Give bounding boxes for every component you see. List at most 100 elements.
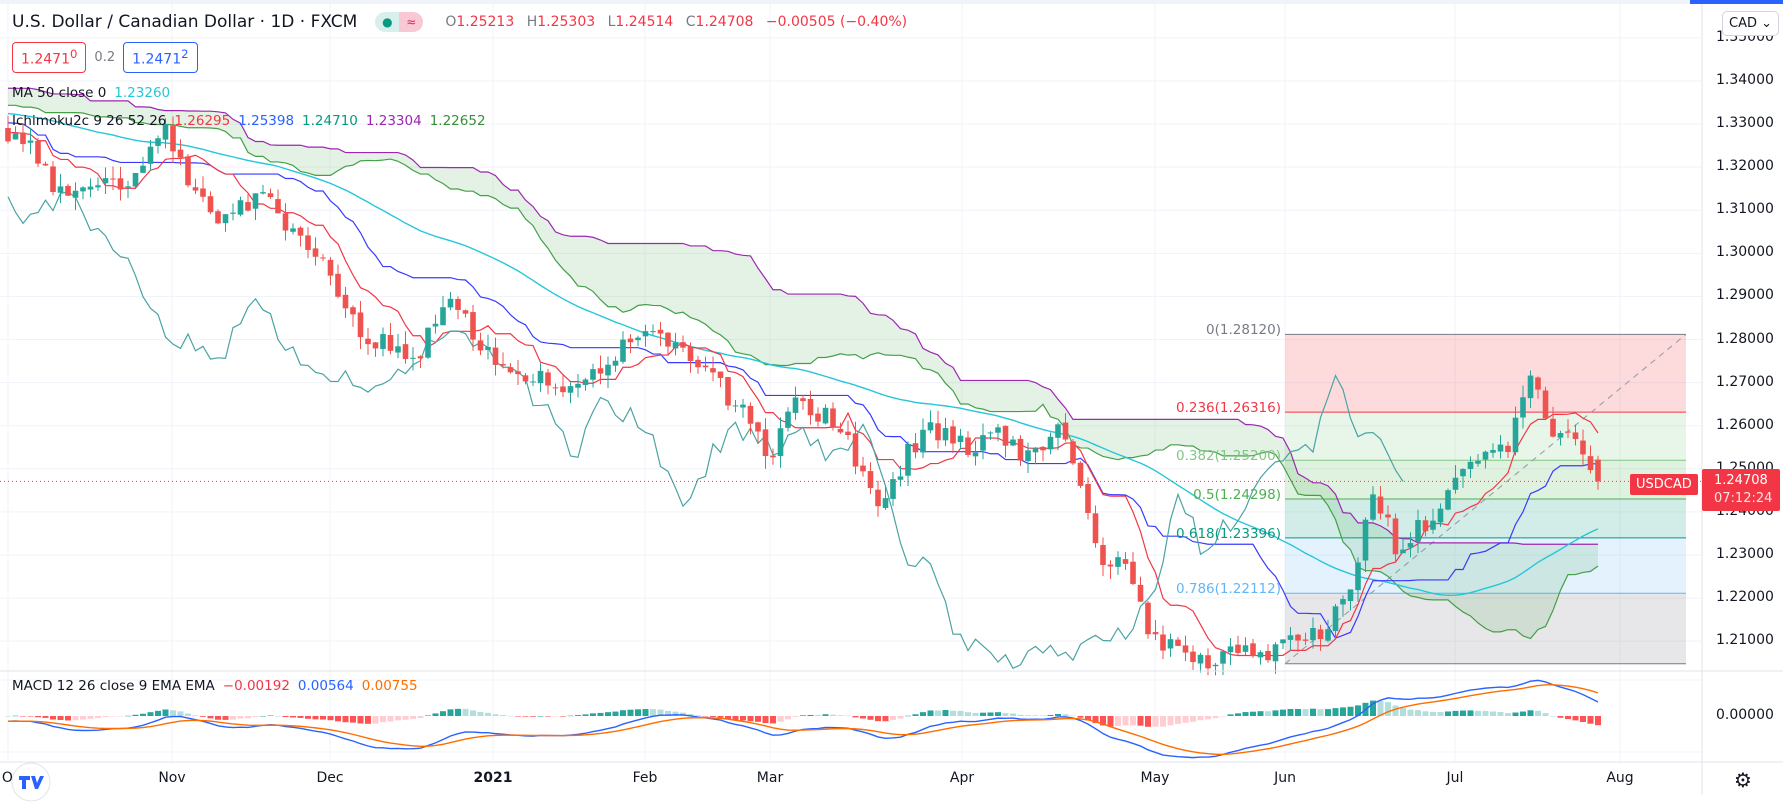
macd-histogram-bar [950,710,956,716]
candle-body [50,166,56,193]
macd-histogram-bar [560,716,566,717]
macd-histogram-bar [72,716,79,721]
candles [0,115,1702,676]
macd-histogram-bar [815,714,821,716]
macd-histogram-bar [410,716,416,719]
macd-histogram-bar [1317,709,1324,716]
candle-body [567,386,574,393]
candle-body [1137,584,1144,602]
sell-button[interactable]: 1.24710 [12,42,87,73]
settings-gear-icon[interactable]: ⚙ [1734,768,1752,792]
tradingview-logo[interactable] [11,762,51,802]
buy-button[interactable]: 1.24712 [123,42,198,73]
ichimoku-legend[interactable]: Ichimoku2c 9 26 52 26 1.26295 1.25398 1.… [12,113,486,129]
candle-body [125,186,131,188]
macd-histogram-bar [260,715,266,717]
time-tick: Nov [158,770,186,786]
price-tick: 1.29000 [1716,287,1774,304]
candle-body [290,228,296,232]
senkou-span-b [7,87,1598,545]
macd-histogram-bar [1325,709,1331,716]
candle-body [1160,634,1166,651]
macd-histogram-bar [777,716,784,722]
candle-body [1197,654,1204,664]
macd-legend[interactable]: MACD 12 26 close 9 EMA EMA −0.00192 0.00… [12,678,418,694]
macd-histogram-bar [1302,709,1309,716]
candle-body [597,368,604,374]
candle-body [1595,459,1601,482]
senkou-b-value: 1.22652 [429,113,486,129]
candle-body [987,432,994,434]
candle-body [1460,469,1466,477]
candle-body [1505,445,1511,453]
macd-histogram-bar [252,716,259,717]
chikou-span [7,191,1404,670]
candle-body [402,344,409,360]
macd-histogram-bar [222,716,229,720]
candle-body [710,368,716,373]
macd-histogram-bar [20,716,26,717]
candle-body [575,383,581,388]
candle-body [1317,629,1324,640]
macd-histogram-bar [785,716,791,720]
macd-histogram-bar [665,710,671,716]
macd-histogram-bar [1205,716,1211,720]
close-value: 1.24708 [695,14,754,30]
macd-histogram-bar [1572,716,1579,721]
macd-histogram-bar [1100,716,1106,726]
status-pill[interactable]: ● ≈ [375,12,424,32]
macd-line-value: 0.00564 [297,678,354,694]
macd-histogram-bar [1055,713,1061,716]
ma-legend[interactable]: MA 50 close 0 1.23260 [12,85,170,101]
senkou-a-value: 1.23304 [365,113,422,129]
macd-histogram-bar [102,716,109,717]
candle-body [462,310,469,314]
macd-histogram-bar [567,715,574,717]
macd-histogram-bar [935,710,941,716]
dot-icon: ● [375,12,400,32]
price-tick: 1.32000 [1716,158,1774,175]
low-label: L [607,14,616,30]
candle-body [297,227,304,236]
macd-histogram-bar [740,716,746,721]
candle-body [1085,484,1091,513]
candle-body [1550,418,1556,437]
price-tick: 1.33000 [1716,115,1774,132]
macd-histogram-bar [905,715,911,717]
macd-histogram-bar [725,716,731,720]
fib-level-label: 0.5(1.24298) [1193,487,1281,504]
candle-body [1070,441,1076,464]
macd-histogram-bar [1430,711,1436,716]
candle-body [1310,627,1316,641]
macd-histogram-bar [1482,710,1489,716]
macd-histogram-bar [1535,710,1541,716]
time-tick: 2021 [473,770,513,786]
macd-histogram-bar [657,709,664,716]
macd-histogram-bar [717,716,724,718]
macd-histogram-bar [230,716,236,720]
macd-histogram-bar [5,715,11,717]
macd-histogram-bar [350,716,356,723]
macd-histogram-bar [1167,716,1174,726]
candle-body [140,165,146,173]
candle-body [672,342,679,349]
macd-histogram-bar [95,716,101,719]
candle-body [5,128,11,142]
price-tick: 1.30000 [1716,244,1774,261]
macd-histogram-bar [380,716,386,723]
currency-dropdown[interactable]: CAD ⌄ [1722,11,1780,36]
top-toolbar-strip [0,0,1783,4]
macd-histogram-bar [402,716,409,720]
candle-body [1302,639,1309,641]
candle-body [1077,462,1084,486]
candle-body [957,435,964,443]
macd-histogram-bar [365,716,371,724]
macd-histogram-bar [732,716,739,721]
macd-histogram-bar [1250,711,1256,716]
candle-body [1377,496,1384,514]
candle-body [357,312,364,338]
symbol-title[interactable]: U.S. Dollar / Canadian Dollar · 1D · FXC… [12,12,358,32]
candle-body [755,422,761,432]
macd-histogram-bar [1235,713,1241,716]
